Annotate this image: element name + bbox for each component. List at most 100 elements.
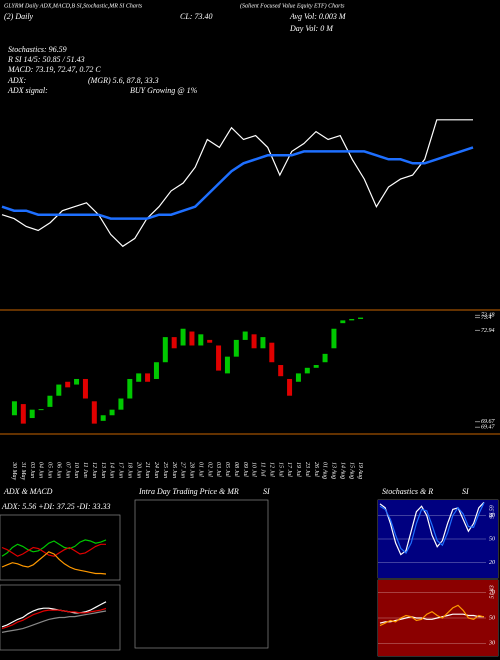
y-tick-label: 50: [489, 536, 495, 542]
candle-body: [358, 317, 364, 319]
candle-body: [109, 409, 115, 416]
x-tick-label: 05 Jun: [47, 462, 53, 478]
candle-body: [349, 318, 355, 321]
avg-vol: Avg Vol: 0.003 M: [289, 12, 347, 21]
x-tick-label: 09 Jul: [242, 462, 248, 477]
x-tick-label: 11 Jun: [82, 462, 88, 478]
candle-body: [162, 337, 168, 363]
series-line: [1, 607, 107, 630]
adx-signal: BUY Growing @ 1%: [130, 86, 198, 95]
y-tick-label: 30: [488, 641, 495, 647]
x-tick-label: 26 Jun: [171, 462, 177, 478]
series-line: [1, 551, 107, 575]
candle-body: [145, 373, 151, 382]
rsi: R SI 14/5: 50.85 / 51.43: [7, 55, 85, 64]
x-tick-label: 24 Jun: [153, 462, 160, 478]
candle-body: [56, 384, 62, 396]
candle-body: [82, 378, 88, 399]
candle-body: [20, 404, 26, 424]
series-line: [1, 539, 107, 557]
panel-label: 96.59: [489, 505, 495, 519]
candle-body: [74, 378, 80, 385]
panel-title: Stochastics & R: [382, 487, 433, 496]
x-tick-label: 04 Jun: [38, 462, 45, 478]
candle-body: [295, 373, 301, 382]
candle-body: [47, 395, 53, 407]
candle-body: [224, 356, 230, 374]
candle-body: [136, 373, 142, 382]
panel-frame: [134, 499, 269, 649]
period: (2) Daily: [4, 12, 34, 21]
candle-body: [65, 381, 71, 388]
candle-body: [91, 401, 97, 424]
x-tick-label: 05 Jul: [224, 462, 230, 477]
candle-body: [38, 409, 44, 411]
panel-title-end: SI: [263, 487, 270, 496]
candle-body: [153, 362, 159, 379]
x-tick-label: 18 Jun: [126, 462, 132, 478]
x-tick-label: 30 May: [11, 461, 17, 480]
candle-body: [207, 339, 213, 343]
series-line: [1, 119, 473, 248]
x-tick-label: 20 Jun: [135, 462, 141, 478]
x-tick-label: 11 Jul: [260, 462, 266, 477]
x-tick-label: 21 Jun: [144, 462, 150, 478]
x-tick-label: 02 Jul: [206, 462, 212, 477]
y-tick-label: 73.48: [481, 312, 495, 319]
candle-body: [198, 334, 204, 346]
x-tick-label: 14 Aug: [339, 462, 346, 479]
candle-body: [189, 331, 195, 346]
y-tick-label: 69.67: [481, 419, 496, 425]
x-tick-label: 12 Jul: [268, 462, 274, 477]
candle-body: [278, 365, 284, 377]
stochastics: Stochastics: 96.59: [8, 45, 67, 54]
x-tick-label: 14 Jun: [109, 462, 116, 478]
series-line: [379, 502, 485, 554]
x-tick-label: 10 Jun: [73, 462, 79, 478]
macd: MACD: 73.19, 72.47, 0.72 C: [7, 65, 101, 74]
x-tick-label: 13 Jun: [100, 462, 106, 478]
panel-title: ADX & MACD: [3, 487, 53, 496]
panel-title: Intra Day Trading Price & MR: [138, 487, 239, 496]
panel-label: ADX: 5.56 +DI: 37.25 -DI: 33.33: [1, 502, 111, 511]
candle-body: [233, 339, 239, 357]
y-tick-label: 50: [489, 615, 495, 621]
candle-body: [269, 342, 275, 363]
x-tick-label: 06 Jun: [55, 462, 61, 478]
series-line: [1, 543, 106, 557]
y-tick-label: 80: [489, 513, 495, 519]
x-tick-label: 03 Jul: [215, 462, 221, 477]
x-tick-label: 25 Jun: [162, 462, 168, 478]
x-tick-label: 08 Jul: [233, 462, 239, 477]
candle-body: [287, 378, 293, 396]
x-tick-label: 10 Jul: [251, 462, 257, 477]
x-tick-label: 28 Jun: [189, 462, 195, 478]
series-line: [1, 610, 107, 633]
adx-values: (MGR) 5.6, 87.8, 33.3: [88, 76, 159, 85]
candle-body: [118, 398, 124, 410]
candle-body: [304, 367, 310, 374]
candle-body: [180, 328, 186, 346]
candle-body: [127, 378, 133, 399]
x-tick-label: 23 Jul: [304, 462, 310, 477]
candle-body: [322, 353, 328, 363]
y-tick-label: 72.94: [481, 327, 495, 334]
x-tick-label: 19 Jul: [295, 462, 301, 477]
x-tick-label: 01 Jul: [197, 462, 203, 477]
panel-frame: [0, 514, 121, 581]
x-tick-label: 19 Aug: [357, 462, 363, 479]
candle-body: [260, 337, 266, 349]
candle-body: [251, 334, 257, 349]
x-tick-label: 12 Jun: [91, 462, 97, 478]
x-tick-label: 03 Jun: [29, 462, 35, 478]
candle-body: [171, 337, 177, 349]
x-tick-label: 26 Jul: [313, 462, 319, 477]
candle-body: [331, 328, 337, 349]
x-tick-label: 27 Jun: [180, 462, 186, 478]
day-vol: Day Vol: 0 M: [289, 24, 334, 33]
series-line: [379, 501, 485, 556]
x-tick-label: 15 Jul: [277, 462, 283, 477]
series-line: [1, 601, 107, 628]
